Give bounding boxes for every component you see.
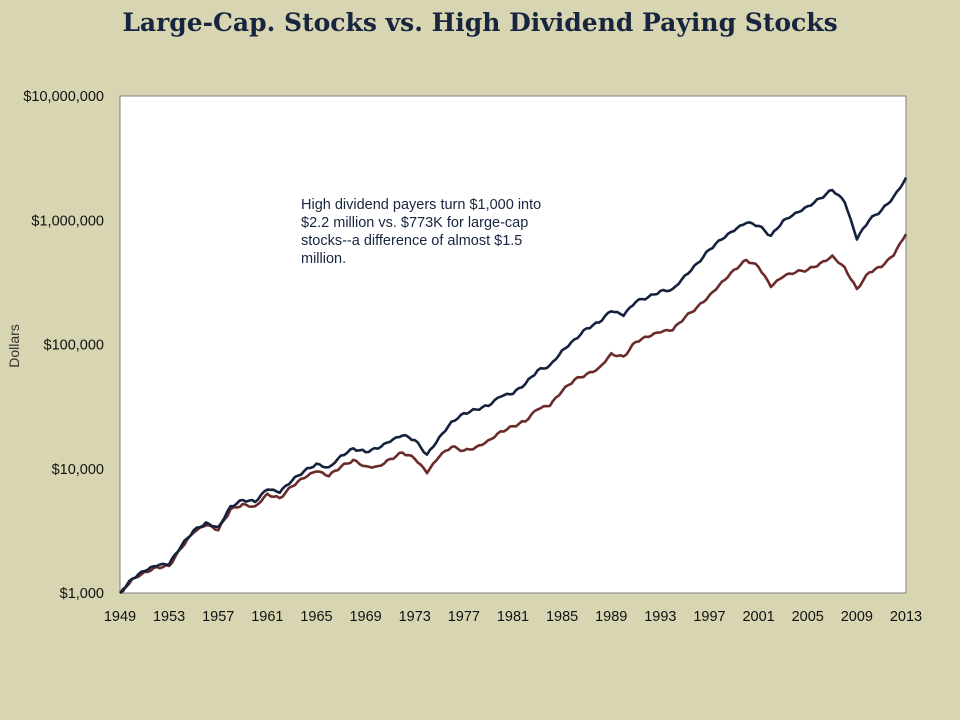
x-tick-label: 1957 — [202, 609, 234, 625]
series-line-1 — [118, 233, 908, 594]
y-tick-label: $1,000 — [60, 586, 104, 602]
x-tick-label: 1997 — [693, 609, 725, 625]
y-tick-label: $1,000,000 — [31, 213, 104, 229]
y-axis-title: Dollars — [6, 324, 22, 368]
x-tick-label: 1993 — [644, 609, 676, 625]
x-tick-label: 1965 — [300, 609, 332, 625]
x-tick-label: 2005 — [792, 609, 824, 625]
y-tick-label: $100,000 — [44, 338, 104, 354]
plot-area — [119, 95, 907, 594]
series-line-0 — [119, 177, 908, 595]
series-lines — [118, 177, 908, 595]
x-tick-label: 1949 — [104, 609, 136, 625]
y-tick-label: $10,000,000 — [23, 89, 104, 105]
x-tick-label: 1985 — [546, 609, 578, 625]
x-axis: 1949 1953 1957 1961 1965 1969 1973 1977 1981 1985… — [104, 609, 922, 625]
x-tick-label: 2009 — [841, 609, 873, 625]
x-tick-label: 1973 — [399, 609, 431, 625]
y-tick-label: $10,000 — [52, 462, 104, 478]
chart-annotation: High dividend payers turn $1,000 into $2… — [301, 197, 542, 267]
x-tick-label: 1989 — [595, 609, 627, 625]
x-tick-label: 1953 — [153, 609, 185, 625]
x-tick-label: 1977 — [448, 609, 480, 625]
chart-title: Large-Cap. Stocks vs. High Dividend Payi… — [122, 8, 838, 37]
x-tick-label: 1961 — [251, 609, 283, 625]
x-tick-label: 1981 — [497, 609, 529, 625]
x-tick-label: 1969 — [349, 609, 381, 625]
x-tick-label: 2001 — [742, 609, 774, 625]
y-axis: $1,000 $10,000 $100,000 $1,000,000 $10,000,0… — [23, 89, 104, 602]
x-tick-label: 2013 — [890, 609, 922, 625]
